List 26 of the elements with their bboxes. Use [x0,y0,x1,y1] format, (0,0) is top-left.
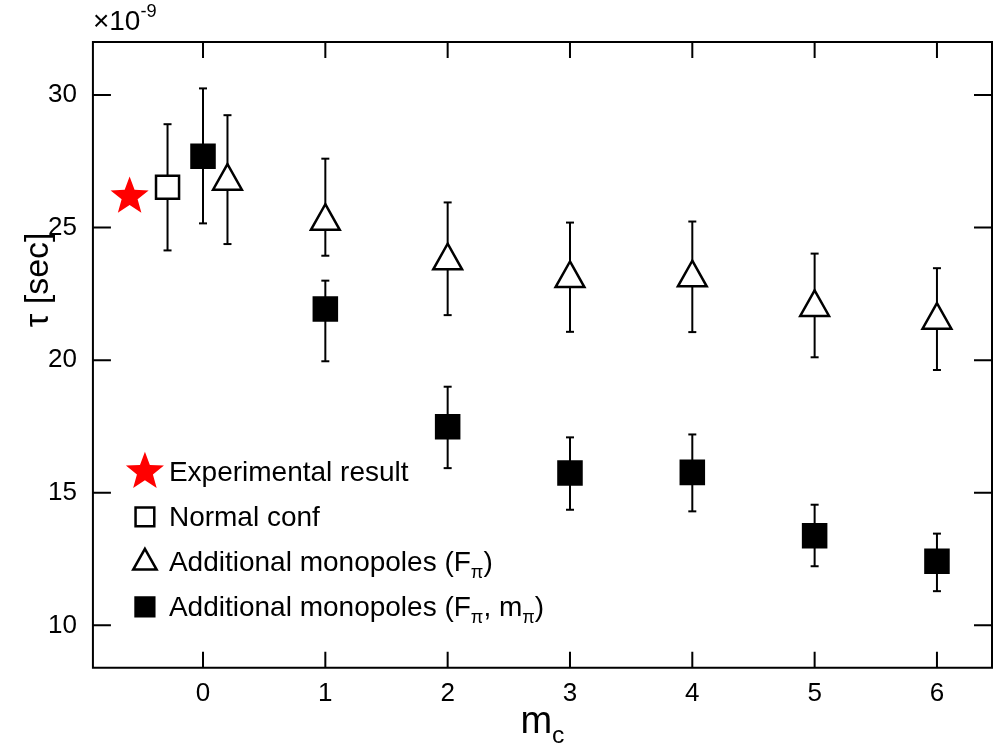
point [924,548,950,574]
point [309,202,341,232]
y-tick-label: 20 [48,343,77,374]
point [211,162,244,191]
point [679,459,706,486]
x-tick-label: 2 [440,676,455,707]
point [554,260,586,289]
x-tick-label: 6 [929,676,945,707]
y-tick-label: 30 [48,78,77,109]
point [432,242,464,271]
x-tick-label: 1 [318,676,333,707]
y-tick-label: 15 [48,475,77,506]
point [921,301,953,330]
point [557,460,583,486]
x-tick-label: 4 [685,676,700,707]
point [798,289,831,318]
legend-label: Normal conf [168,500,321,532]
x-tick-label: 3 [562,676,578,707]
y-tick-label: 10 [48,608,77,639]
point [110,176,149,213]
point [676,259,708,288]
x-tick-label: 0 [195,676,211,707]
legend-label: Experimental result [168,455,409,487]
x-tick-label: 5 [807,676,822,707]
point [801,522,828,549]
point [434,413,461,440]
